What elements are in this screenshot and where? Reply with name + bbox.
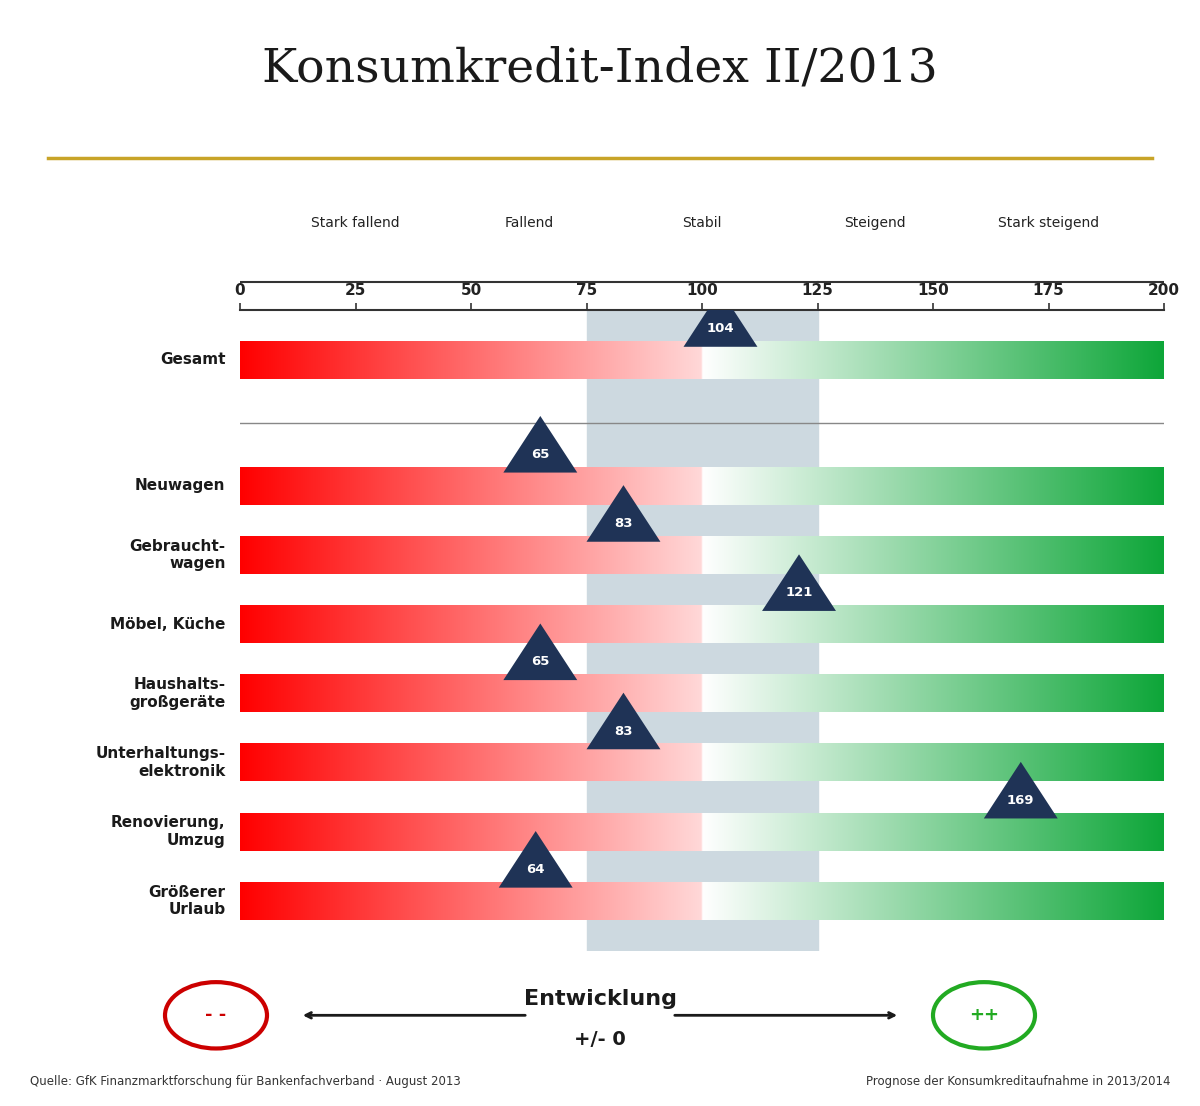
Text: Entwicklung: Entwicklung — [523, 990, 677, 1010]
Text: 64: 64 — [527, 863, 545, 876]
Ellipse shape — [934, 982, 1034, 1048]
Ellipse shape — [166, 982, 266, 1048]
Text: +/- 0: +/- 0 — [574, 1030, 626, 1048]
Polygon shape — [684, 290, 757, 347]
Text: Konsumkredit-Index II/2013: Konsumkredit-Index II/2013 — [262, 46, 938, 91]
Text: Prognose der Konsumkreditaufnahme in 2013/2014: Prognose der Konsumkreditaufnahme in 201… — [865, 1075, 1170, 1088]
Polygon shape — [499, 831, 572, 888]
Polygon shape — [503, 624, 577, 680]
Text: Quelle: GfK Finanzmarktforschung für Bankenfachverband · August 2013: Quelle: GfK Finanzmarktforschung für Ban… — [30, 1075, 461, 1088]
Text: - -: - - — [205, 1006, 227, 1024]
Text: Gebraucht-
wagen: Gebraucht- wagen — [130, 539, 226, 571]
Polygon shape — [587, 486, 660, 542]
Text: 65: 65 — [532, 656, 550, 668]
Polygon shape — [503, 416, 577, 472]
Text: Steigend: Steigend — [845, 216, 906, 230]
Polygon shape — [984, 762, 1057, 818]
Polygon shape — [762, 554, 836, 611]
Text: 83: 83 — [614, 724, 632, 738]
Text: Unterhaltungs-
elektronik: Unterhaltungs- elektronik — [96, 747, 226, 779]
Text: 121: 121 — [785, 586, 812, 599]
Polygon shape — [587, 692, 660, 749]
Text: 169: 169 — [1007, 794, 1034, 807]
Text: Größerer
Urlaub: Größerer Urlaub — [149, 885, 226, 917]
Text: Stark steigend: Stark steigend — [998, 216, 1099, 230]
Text: 83: 83 — [614, 518, 632, 530]
Text: Fallend: Fallend — [504, 216, 553, 230]
Text: Möbel, Küche: Möbel, Küche — [110, 617, 226, 632]
Text: Neuwagen: Neuwagen — [136, 478, 226, 493]
Text: Stark fallend: Stark fallend — [311, 216, 400, 230]
Bar — [587, 310, 817, 951]
Text: 65: 65 — [532, 448, 550, 461]
Text: Haushalts-
großgeräte: Haushalts- großgeräte — [130, 677, 226, 710]
Text: ++: ++ — [970, 1006, 998, 1024]
Text: Gesamt: Gesamt — [160, 353, 226, 367]
Text: Stabil: Stabil — [683, 216, 721, 230]
Text: Renovierung,
Umzug: Renovierung, Umzug — [112, 815, 226, 848]
Text: 104: 104 — [707, 322, 734, 335]
